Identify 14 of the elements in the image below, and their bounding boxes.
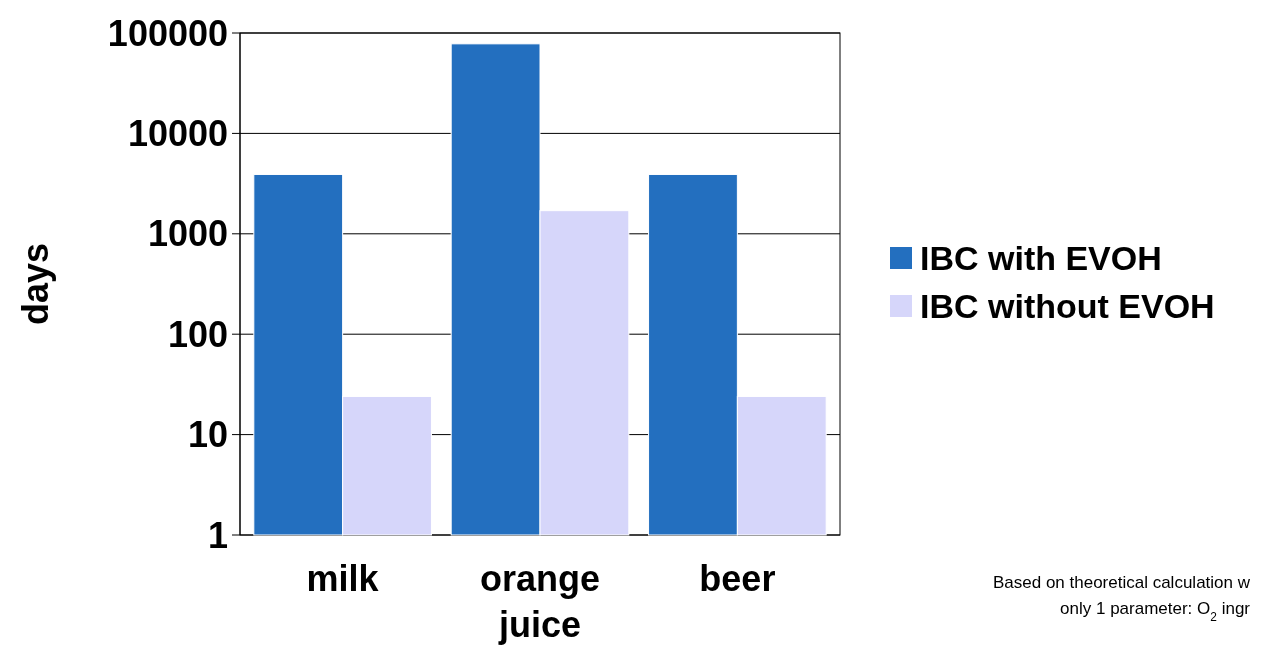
text: Based on theoretical calculation w xyxy=(992,573,1251,592)
y-tick-label: 10000 xyxy=(127,113,228,154)
x-tick-label: milk xyxy=(306,558,380,599)
legend-label: IBC without EVOH xyxy=(920,286,1215,325)
text: only 1 parameter: O$_{2}$ ingr xyxy=(1060,599,1251,624)
y-axis-title: days xyxy=(15,242,56,326)
y-tick-label: 1000 xyxy=(147,213,228,255)
legend-label: IBC with EVOH xyxy=(920,238,1162,277)
y-tick-label: 100000 xyxy=(107,12,228,54)
y-tick-label: 100 xyxy=(167,313,228,355)
x-tick-label: beer xyxy=(699,558,776,599)
y-tick-label: 1 xyxy=(207,514,228,556)
y-tick-label: 10 xyxy=(187,414,228,456)
x-tick-label: orange juice xyxy=(479,558,601,645)
